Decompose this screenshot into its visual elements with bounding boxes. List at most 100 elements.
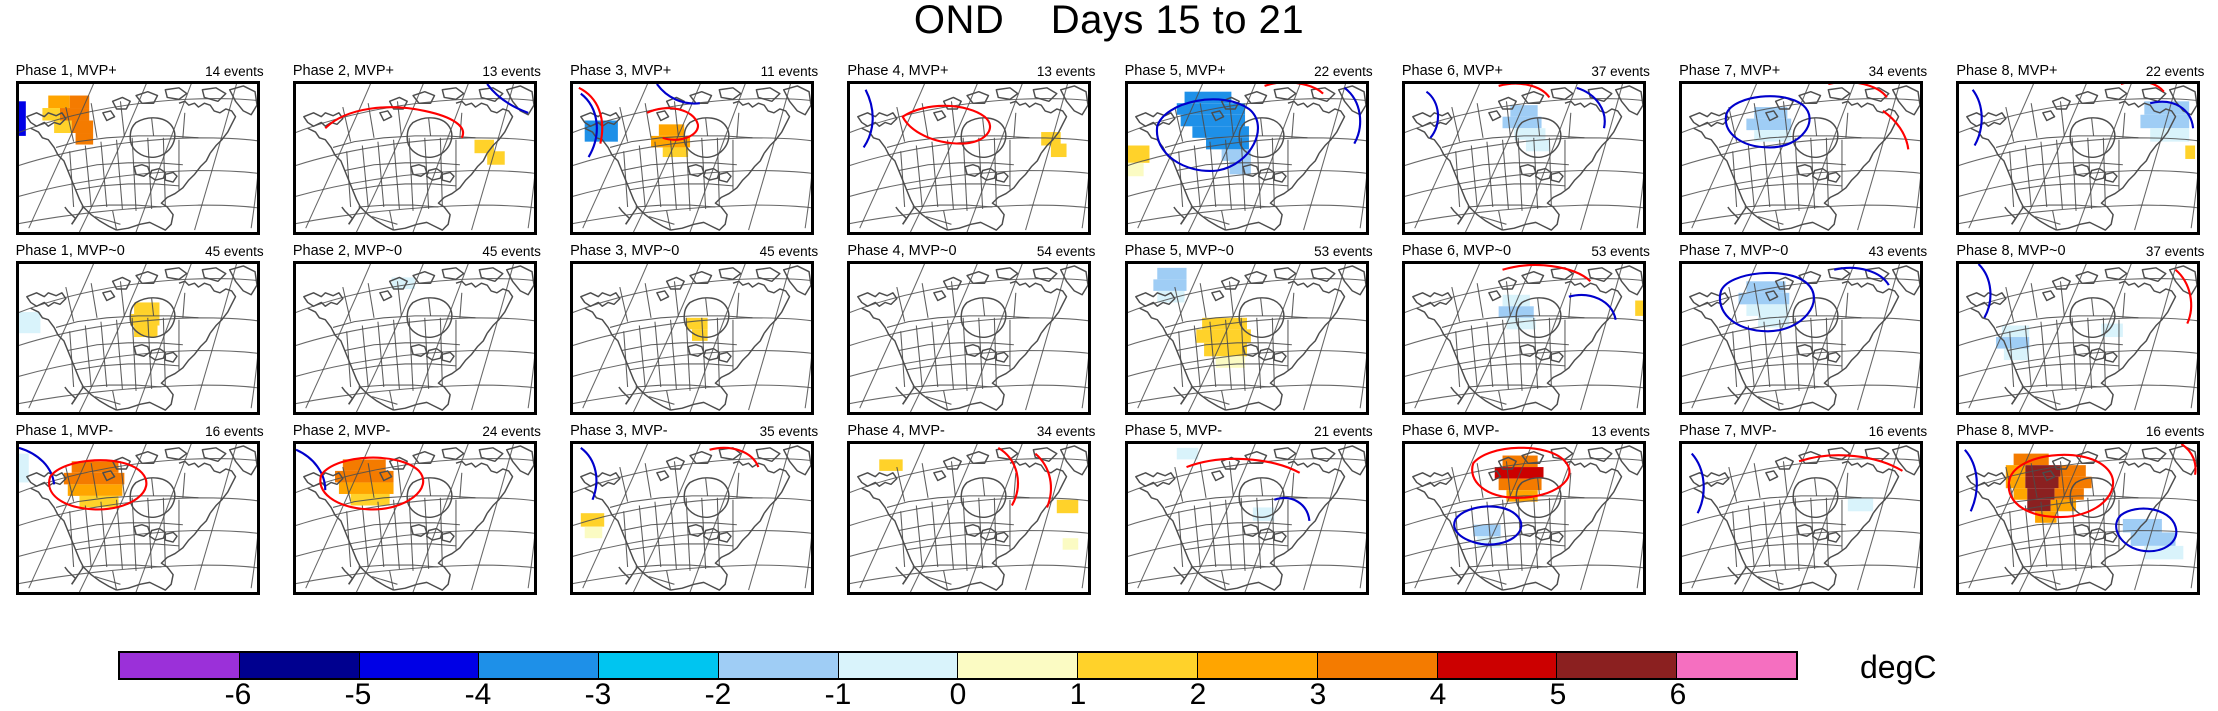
positive-contour: [1470, 446, 1571, 499]
map-frame[interactable]: [1401, 261, 1646, 415]
graticule-line: [850, 204, 1089, 225]
map-panel-phase-5-negative[interactable]: Phase 5, MVP- 21 events: [1119, 422, 1377, 602]
map-frame[interactable]: [1956, 261, 2201, 415]
colorbar-swatch[interactable]: [1677, 653, 1796, 678]
map-panel-phase-8-neutral[interactable]: Phase 8, MVP~0 37 events: [1950, 242, 2208, 422]
colorbar[interactable]: [118, 651, 1798, 680]
map-panel-phase-8-negative[interactable]: Phase 8, MVP- 16 events: [1950, 422, 2208, 602]
map-frame[interactable]: [1124, 261, 1369, 415]
political-border: [352, 363, 456, 371]
political-border: [1455, 331, 1461, 388]
map-panel-phase-4-negative[interactable]: Phase 4, MVP- 34 events: [841, 422, 1099, 602]
graticule-line: [1404, 137, 1643, 166]
map-frame[interactable]: [847, 261, 1092, 415]
coastline-path: [359, 206, 394, 231]
graticule-line: [1968, 444, 2035, 589]
map-panel-phase-6-positive[interactable]: Phase 6, MVP+ 37 events: [1396, 62, 1654, 242]
colorbar-swatch[interactable]: [599, 653, 719, 678]
map-panel-phase-6-neutral[interactable]: Phase 6, MVP~0 53 events: [1396, 242, 1654, 422]
positive-contour: [1798, 454, 1904, 472]
map-frame[interactable]: [847, 81, 1092, 235]
map-panel-phase-5-neutral[interactable]: Phase 5, MVP~0 53 events: [1119, 242, 1377, 422]
panel-header: Phase 5, MVP~0 53 events: [1119, 242, 1377, 262]
political-border: [94, 216, 121, 225]
map-frame[interactable]: [1956, 81, 2201, 235]
map-panel-phase-7-positive[interactable]: Phase 7, MVP+ 34 events: [1673, 62, 1931, 242]
contour-layer: [1425, 84, 1606, 139]
political-border: [1453, 342, 1569, 352]
map-frame[interactable]: [1679, 81, 1924, 235]
anomaly-shading-layer: [879, 459, 1079, 550]
coastline-path: [1966, 292, 2007, 308]
map-frame[interactable]: [1124, 81, 1369, 235]
colorbar-swatch[interactable]: [359, 653, 480, 678]
map-panel-phase-3-positive[interactable]: Phase 3, MVP+ 11 events: [564, 62, 822, 242]
map-frame[interactable]: [1401, 441, 1646, 595]
graticule-line: [573, 384, 812, 405]
map-panel-phase-7-negative[interactable]: Phase 7, MVP- 16 events: [1673, 422, 1931, 602]
map-panel-phase-2-negative[interactable]: Phase 2, MVP- 24 events: [287, 422, 545, 602]
map-canvas: [1959, 264, 2198, 412]
political-border: [358, 564, 439, 568]
contour-layer: [324, 84, 529, 139]
coastline-layer: [580, 445, 812, 591]
map-panel-phase-3-negative[interactable]: Phase 3, MVP- 35 events: [564, 422, 822, 602]
colorbar-swatch[interactable]: [1317, 653, 1438, 678]
map-panel-phase-2-neutral[interactable]: Phase 2, MVP~0 45 events: [287, 242, 545, 422]
coastline-path: [1779, 512, 1874, 591]
map-frame[interactable]: [15, 441, 260, 595]
map-panel-phase-8-positive[interactable]: Phase 8, MVP+ 22 events: [1950, 62, 2208, 242]
colorbar-swatch[interactable]: [1557, 653, 1678, 678]
map-frame[interactable]: [570, 81, 815, 235]
map-frame[interactable]: [1124, 441, 1369, 595]
colorbar-swatch[interactable]: [958, 653, 1079, 678]
coastline-path: [1243, 270, 1267, 284]
map-panel-phase-7-neutral[interactable]: Phase 7, MVP~0 43 events: [1673, 242, 1931, 422]
colorbar-swatch[interactable]: [1437, 653, 1558, 678]
map-frame[interactable]: [292, 261, 537, 415]
political-border: [705, 118, 709, 136]
panel-title: Phase 6, MVP+: [1401, 63, 1504, 79]
colorbar-swatch[interactable]: [718, 653, 839, 678]
contour-layer: [580, 446, 760, 501]
colorbar-swatch[interactable]: [479, 653, 600, 678]
graticule-line: [850, 458, 1089, 494]
map-panel-phase-2-positive[interactable]: Phase 2, MVP+ 13 events: [287, 62, 545, 242]
political-border-layer: [332, 281, 476, 411]
map-frame[interactable]: [1679, 261, 1924, 415]
panel-title: Phase 6, MVP-: [1401, 423, 1500, 439]
colorbar-swatch[interactable]: [239, 653, 360, 678]
map-frame[interactable]: [570, 441, 815, 595]
map-panel-phase-4-positive[interactable]: Phase 4, MVP+ 13 events: [841, 62, 1099, 242]
map-panel-phase-1-negative[interactable]: Phase 1, MVP- 16 events: [10, 422, 268, 602]
graticule-line: [1682, 384, 1921, 405]
map-frame[interactable]: [292, 81, 537, 235]
positive-contour: [1882, 110, 1910, 150]
political-border: [332, 495, 476, 508]
coastline-path: [1614, 85, 1643, 116]
map-frame[interactable]: [15, 261, 260, 415]
map-panel-phase-4-neutral[interactable]: Phase 4, MVP~0 54 events: [841, 242, 1099, 422]
map-frame[interactable]: [847, 441, 1092, 595]
coastline-path: [302, 112, 344, 128]
map-panel-phase-5-positive[interactable]: Phase 5, MVP+ 22 events: [1119, 62, 1377, 242]
colorbar-swatch[interactable]: [120, 653, 240, 678]
map-frame[interactable]: [15, 81, 260, 235]
political-border: [361, 145, 369, 208]
map-frame[interactable]: [292, 441, 537, 595]
map-frame[interactable]: [1679, 441, 1924, 595]
political-border: [115, 499, 123, 569]
political-border: [459, 292, 463, 318]
colorbar-swatch[interactable]: [1078, 653, 1199, 678]
political-border: [1744, 384, 1825, 388]
map-panel-phase-3-neutral[interactable]: Phase 3, MVP~0 45 events: [564, 242, 822, 422]
map-panel-phase-1-positive[interactable]: Phase 1, MVP+ 14 events: [10, 62, 268, 242]
colorbar-swatch[interactable]: [838, 653, 959, 678]
map-frame[interactable]: [570, 261, 815, 415]
colorbar-swatch[interactable]: [1198, 653, 1318, 678]
map-panel-phase-1-neutral[interactable]: Phase 1, MVP~0 45 events: [10, 242, 268, 422]
map-frame[interactable]: [1401, 81, 1646, 235]
map-frame[interactable]: [1956, 441, 2201, 595]
political-border: [2056, 139, 2064, 209]
map-panel-phase-6-negative[interactable]: Phase 6, MVP- 13 events: [1396, 422, 1654, 602]
